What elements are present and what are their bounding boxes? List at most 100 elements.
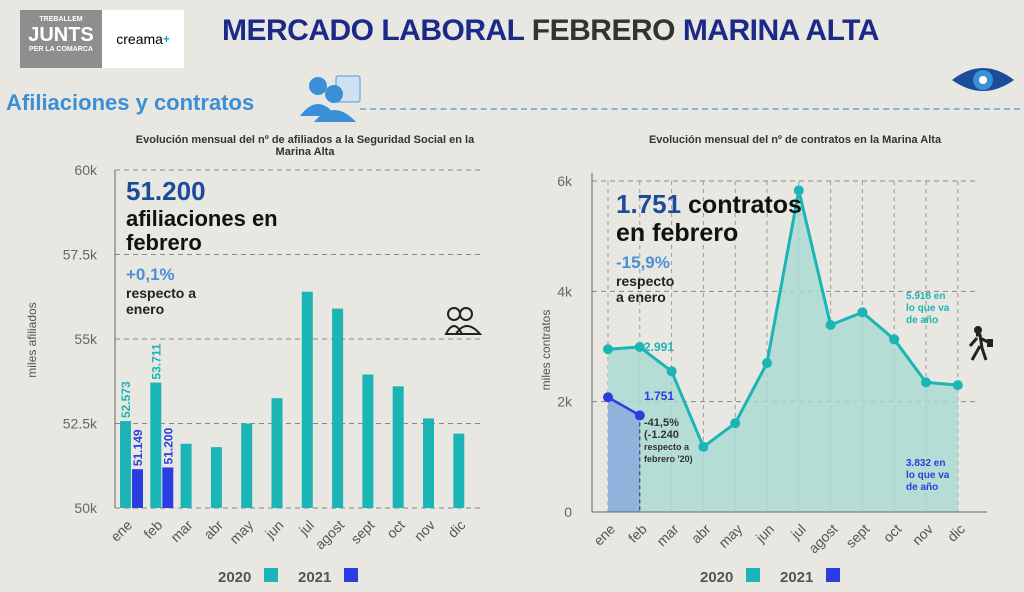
data-label: 52.573 <box>119 381 133 418</box>
legend-label: 2020 <box>218 569 251 586</box>
chart-title: Evolución mensual del nº de afiliados a … <box>135 134 475 158</box>
logo-text: TREBALLEM <box>39 16 83 23</box>
bar-2020 <box>301 291 313 508</box>
title-part: MARINA ALTA <box>682 14 880 47</box>
legend-swatch <box>746 568 760 582</box>
icon-part <box>447 307 461 321</box>
section-title: Afiliaciones y contratos <box>6 90 255 115</box>
bar-2020 <box>362 374 374 508</box>
creama-logo: creama + <box>102 10 184 68</box>
bar-2021 <box>132 469 143 508</box>
point-2020 <box>952 380 963 391</box>
afiliaciones-value: 51.200 <box>126 176 206 206</box>
contratos-annotation: 1.751 contratos en febrero -15,9% respec… <box>616 190 836 305</box>
drop-annotation: respecto a <box>644 442 690 452</box>
title-part: FEBRERO <box>531 14 676 47</box>
x-tick-label: may <box>226 517 256 547</box>
logo-text: PER LA COMARCA <box>29 45 93 53</box>
data-label: 51.200 <box>161 427 175 464</box>
x-tick-label: abr <box>688 521 714 547</box>
point-2021 <box>634 410 645 421</box>
annotation-text: a enero <box>616 289 666 305</box>
page-title: MERCADO LABORAL FEBRERO MARINA ALTA <box>222 14 879 48</box>
annotation-text: febrero <box>126 230 202 256</box>
divider <box>360 108 1020 110</box>
bar-2020 <box>453 433 465 508</box>
point-2021 <box>603 392 613 403</box>
logo-text: JUNTS <box>28 23 94 46</box>
data-label: 2.991 <box>644 340 674 354</box>
point-2020 <box>825 319 836 330</box>
walking-person-icon <box>968 326 993 361</box>
icon-part <box>968 333 989 361</box>
x-tick-label: abr <box>200 517 226 543</box>
x-tick-label: jun <box>261 517 286 542</box>
point-2020 <box>634 341 645 352</box>
title-part: MERCADO LABORAL <box>222 14 524 47</box>
bar-2020 <box>150 382 162 508</box>
x-tick-label: agost <box>312 517 348 553</box>
x-tick-label: jul <box>295 517 317 539</box>
annotation-text: enero <box>126 301 165 318</box>
point-2020 <box>730 418 741 429</box>
x-tick-label: may <box>715 521 745 551</box>
x-tick-label: sept <box>347 517 377 547</box>
x-tick-label: nov <box>909 521 936 548</box>
contratos-value: 1.751 <box>616 189 682 219</box>
line-2021 <box>607 396 641 417</box>
annotation-text: en febrero <box>616 218 739 247</box>
x-tick-label: mar <box>167 517 196 546</box>
y-tick-label: 60k <box>74 162 98 178</box>
pct-change: -15,9% <box>616 253 670 272</box>
people-settings-icon <box>300 75 361 122</box>
y-axis-label: miles contratos <box>539 310 553 391</box>
logo: TREBALLEM JUNTS PER LA COMARCA creama + <box>20 10 184 68</box>
data-label: 51.149 <box>131 429 145 466</box>
point-2020 <box>603 344 613 355</box>
bar-2020 <box>392 386 404 508</box>
ytd-2021-label: 3.832 en <box>906 458 945 469</box>
ytd-2020-label: 5.918 en <box>906 291 945 302</box>
y-tick-label: 2k <box>557 394 573 410</box>
bar-2020 <box>332 308 344 508</box>
point-2020 <box>698 441 709 452</box>
legend-swatch <box>264 568 278 582</box>
x-tick-label: dic <box>944 521 968 545</box>
y-tick-label: 50k <box>74 500 98 516</box>
legend-label: 2021 <box>298 569 331 586</box>
line-2020 <box>607 190 958 450</box>
ytd-2020-label: lo que va <box>906 303 950 314</box>
icon-part <box>459 307 473 321</box>
y-tick-label: 6k <box>557 173 573 189</box>
data-label: 53.711 <box>149 343 163 379</box>
x-tick-label: ene <box>107 517 135 545</box>
icon-part <box>444 325 483 335</box>
x-tick-label: jul <box>787 521 809 543</box>
icon-part <box>974 326 982 334</box>
data-label: 1.751 <box>644 389 674 403</box>
afiliados-chart: 50k 52.5k 55k 57.5k 60k miles afiliados 52.573… <box>25 162 483 586</box>
annotation-text: respecto a <box>126 285 197 302</box>
point-2020 <box>921 377 931 388</box>
x-tick-label: mar <box>653 521 682 550</box>
y-axis-label: miles afiliados <box>25 302 39 377</box>
y-tick-label: 4k <box>557 283 573 299</box>
x-tick-label: agost <box>805 521 841 557</box>
chart-title: Evolución mensual del nº de contratos en… <box>648 134 942 146</box>
legend-label: 2021 <box>780 569 813 586</box>
bar-2020 <box>180 443 192 508</box>
x-tick-label: dic <box>444 517 468 541</box>
x-tick-label: jun <box>752 521 777 546</box>
annotation-text: afiliaciones en <box>126 206 278 231</box>
logo-text: creama <box>116 31 163 47</box>
icon-part <box>987 339 993 347</box>
y-tick-label: 52.5k <box>63 416 98 432</box>
x-tick-label: feb <box>140 517 165 542</box>
drop-annotation: febrero '20) <box>644 454 693 464</box>
ytd-2021-label: lo que va <box>906 470 950 481</box>
point-2020 <box>666 366 677 377</box>
bar-2020 <box>120 421 131 508</box>
ytd-2021-label: de año <box>906 482 938 493</box>
bar-2021 <box>162 467 174 508</box>
point-2020 <box>857 307 868 318</box>
